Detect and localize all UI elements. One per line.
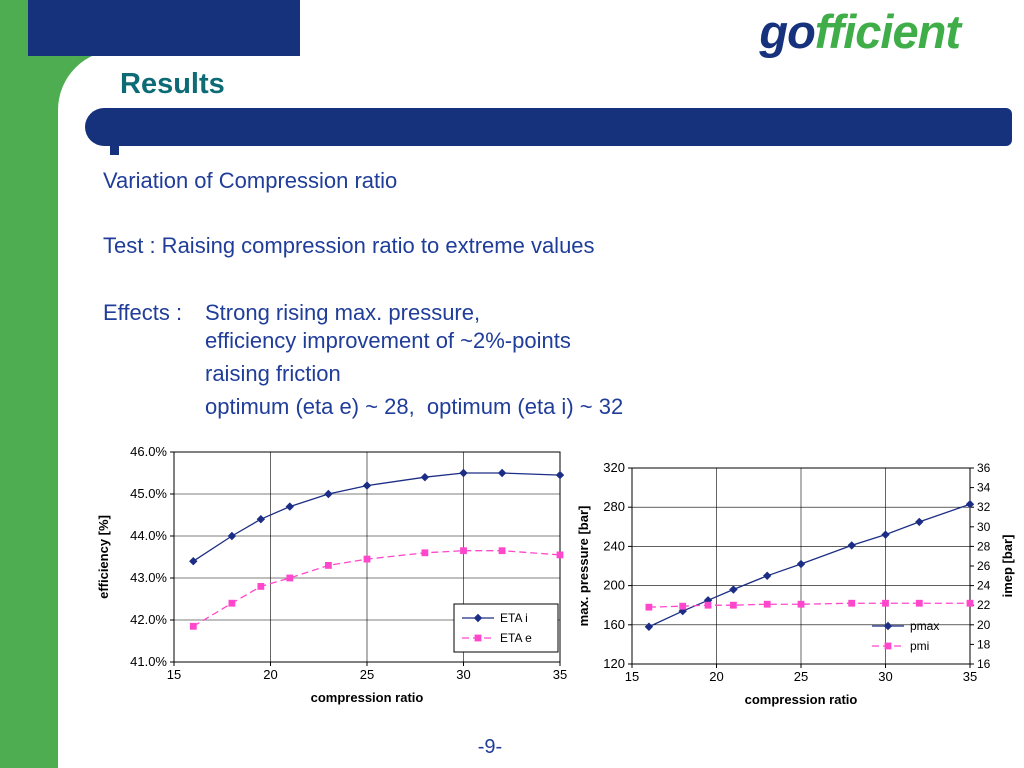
effect-line-optimum: optimum (eta e) ~ 28, optimum (eta i) ~ …: [205, 394, 624, 419]
svg-text:35: 35: [553, 667, 567, 682]
svg-text:240: 240: [603, 538, 625, 553]
svg-text:efficiency [%]: efficiency [%]: [96, 515, 111, 599]
svg-text:15: 15: [625, 669, 639, 684]
svg-text:pmax: pmax: [910, 619, 939, 633]
svg-text:16: 16: [977, 657, 991, 671]
slide-title: Results: [120, 68, 225, 100]
svg-text:compression ratio: compression ratio: [311, 690, 424, 705]
svg-text:42.0%: 42.0%: [130, 612, 167, 627]
svg-text:34: 34: [977, 481, 991, 495]
svg-text:46.0%: 46.0%: [130, 444, 167, 459]
svg-text:ETA i: ETA i: [500, 611, 528, 625]
svg-text:22: 22: [977, 598, 991, 612]
header-accent-block: [28, 0, 300, 56]
svg-text:25: 25: [794, 669, 808, 684]
svg-text:ETA e: ETA e: [500, 631, 532, 645]
svg-text:45.0%: 45.0%: [130, 486, 167, 501]
effect-line-pressure: Strong rising max. pressure,: [205, 300, 481, 325]
logo-text-fficient: fficient: [814, 5, 961, 58]
svg-text:imep [bar]: imep [bar]: [1000, 535, 1015, 598]
svg-text:43.0%: 43.0%: [130, 570, 167, 585]
svg-text:20: 20: [977, 618, 991, 632]
svg-text:35: 35: [963, 669, 977, 684]
svg-text:120: 120: [603, 656, 625, 671]
efficiency-chart: 41.0% 42.0% 43.0% 44.0% 45.0% 46.0% 15 20 25 30 35…: [96, 444, 567, 705]
effects-label: Effects :: [103, 300, 183, 325]
title-divider-bar: [85, 108, 1012, 146]
effect-line-friction: raising friction: [205, 361, 341, 386]
svg-text:44.0%: 44.0%: [130, 528, 167, 543]
svg-text:pmi: pmi: [910, 639, 929, 653]
logo-text-go: go: [759, 5, 815, 58]
svg-text:30: 30: [977, 520, 991, 534]
svg-text:max. pressure [bar]: max. pressure [bar]: [576, 506, 591, 627]
page-number: -9-: [477, 736, 503, 758]
svg-text:25: 25: [360, 667, 374, 682]
svg-text:41.0%: 41.0%: [130, 654, 167, 669]
svg-text:15: 15: [167, 667, 181, 682]
svg-text:24: 24: [977, 579, 991, 593]
svg-text:200: 200: [603, 578, 625, 593]
gofficient-logo: gofficient: [759, 4, 961, 59]
svg-text:320: 320: [603, 460, 625, 475]
decorative-square: [110, 146, 119, 155]
effect-line-efficiency: efficiency improvement of ~2%-points: [205, 328, 571, 353]
svg-text:26: 26: [977, 559, 991, 573]
pressure-imep-chart: 120 160 200 240 280 320 16 18 20 22 24 26 28 30 32 34 36…: [576, 460, 1015, 707]
svg-text:36: 36: [977, 461, 991, 475]
svg-text:30: 30: [878, 669, 892, 684]
svg-text:30: 30: [456, 667, 470, 682]
svg-text:32: 32: [977, 500, 991, 514]
svg-text:280: 280: [603, 499, 625, 514]
body-line-test: Test : Raising compression ratio to extr…: [103, 233, 595, 258]
body-line-variation: Variation of Compression ratio: [103, 168, 398, 193]
svg-text:20: 20: [263, 667, 277, 682]
svg-text:18: 18: [977, 637, 991, 651]
svg-text:28: 28: [977, 539, 991, 553]
svg-text:160: 160: [603, 617, 625, 632]
svg-text:compression ratio: compression ratio: [745, 692, 858, 707]
svg-text:20: 20: [709, 669, 723, 684]
